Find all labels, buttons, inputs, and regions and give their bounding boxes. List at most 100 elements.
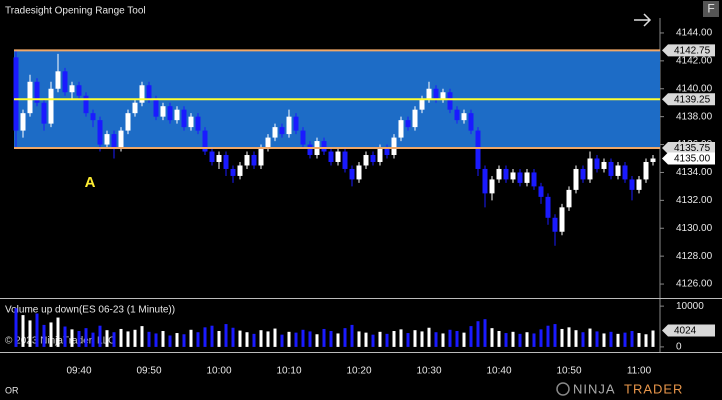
candle-body: [202, 130, 208, 152]
volume-bar: [105, 330, 109, 347]
volume-bar: [182, 334, 186, 347]
x-tick-label: 10:40: [486, 366, 511, 377]
volume-bar: [154, 333, 158, 347]
annotation: A: [85, 174, 96, 191]
volume-bar: [147, 331, 151, 347]
volume-bar: [308, 331, 312, 347]
candle-body: [125, 113, 131, 131]
candle-body: [454, 109, 460, 121]
y-tick-label: 4126.00: [676, 279, 713, 290]
candle-body: [384, 148, 390, 156]
candle-body: [104, 134, 110, 145]
volume-bar: [315, 334, 319, 347]
volume-bar: [364, 332, 368, 347]
volume-bar: [210, 325, 214, 347]
candle-body: [300, 130, 306, 145]
volume-bar: [28, 320, 32, 347]
volume-bar: [322, 328, 326, 347]
candle-body: [398, 120, 404, 138]
volume-bar: [602, 333, 606, 347]
volume-bar: [553, 324, 557, 347]
candle-body: [580, 168, 586, 180]
x-tick-label: 09:40: [66, 366, 91, 377]
candle-body: [377, 148, 383, 162]
x-tick-label: 10:20: [346, 366, 371, 377]
volume-bar: [42, 324, 46, 347]
button[interactable]: F: [707, 2, 714, 16]
volume-bar: [413, 330, 417, 347]
candle-body: [41, 102, 47, 124]
candle-body: [461, 113, 467, 121]
logo-first: NINJA: [573, 381, 616, 396]
candle-body: [468, 113, 474, 131]
volume-bar: [644, 334, 648, 347]
y-tick-label: 10000: [676, 301, 704, 312]
y-tick-label: 4138.00: [676, 111, 713, 122]
volume-bar: [525, 332, 529, 347]
candle-body: [76, 85, 82, 96]
candle-body: [230, 168, 236, 176]
volume-bar: [35, 313, 39, 347]
y-tick-label: 4132.00: [676, 195, 713, 206]
candle-body: [132, 102, 138, 114]
volume-bar: [623, 332, 627, 347]
candle-body: [34, 81, 40, 103]
volume-bar: [371, 334, 375, 347]
candle-body: [643, 161, 649, 180]
volume-bar: [287, 331, 291, 347]
volume-bar: [14, 308, 18, 347]
logo-icon: [556, 382, 570, 396]
candle-body: [48, 88, 54, 124]
volume-bar: [252, 333, 256, 347]
candle-body: [293, 116, 299, 131]
arrow-icon[interactable]: [634, 13, 652, 27]
candle-body: [13, 57, 19, 131]
candle-body: [629, 179, 635, 190]
volume-bar: [581, 332, 585, 347]
candle-body: [258, 148, 264, 166]
volume-bar: [392, 331, 396, 347]
x-tick-label: 10:10: [276, 366, 301, 377]
volume-bar: [427, 327, 431, 347]
volume-bar: [483, 319, 487, 347]
volume-bar: [574, 330, 578, 347]
candle-body: [496, 168, 502, 180]
y-tick-label: 4144.00: [676, 28, 713, 39]
or-high-label: 4142.75: [674, 46, 711, 57]
candle-body: [342, 151, 348, 169]
candle-body: [636, 179, 642, 190]
volume-bar: [420, 331, 424, 347]
volume-bar: [511, 331, 515, 347]
volume-bar: [140, 326, 144, 347]
y-tick-label: 4140.00: [676, 83, 713, 94]
volume-bar: [98, 325, 102, 347]
volume-bar: [343, 328, 347, 347]
candle-body: [524, 172, 530, 183]
candle-body: [573, 168, 579, 190]
y-tick-label: 0: [676, 342, 682, 353]
or-low-label-tag: [662, 142, 715, 155]
volume-bar: [504, 333, 508, 347]
volume-bar: [217, 331, 221, 347]
candle-body: [552, 217, 558, 232]
volume-bar: [21, 315, 25, 347]
candle-body: [55, 71, 61, 89]
candle-body: [328, 151, 334, 162]
y-tick-label: 4128.00: [676, 251, 713, 262]
candle-body: [433, 88, 439, 100]
button-bg[interactable]: [703, 1, 719, 17]
candle-body: [349, 168, 355, 180]
volume-bar: [497, 331, 501, 347]
volume-bar: [133, 329, 137, 347]
volume-bar: [490, 328, 494, 347]
last-price-label-tag: [662, 152, 715, 165]
volume-bar: [616, 333, 620, 347]
y-tick-label: 4130.00: [676, 223, 713, 234]
volume-bar: [238, 330, 242, 347]
candle-body: [20, 113, 26, 131]
candle-body: [405, 120, 411, 128]
candle-body: [489, 179, 495, 194]
volume-bar: [329, 331, 333, 347]
last-volume-label-tag: [662, 324, 715, 337]
volume-bar: [273, 328, 277, 347]
